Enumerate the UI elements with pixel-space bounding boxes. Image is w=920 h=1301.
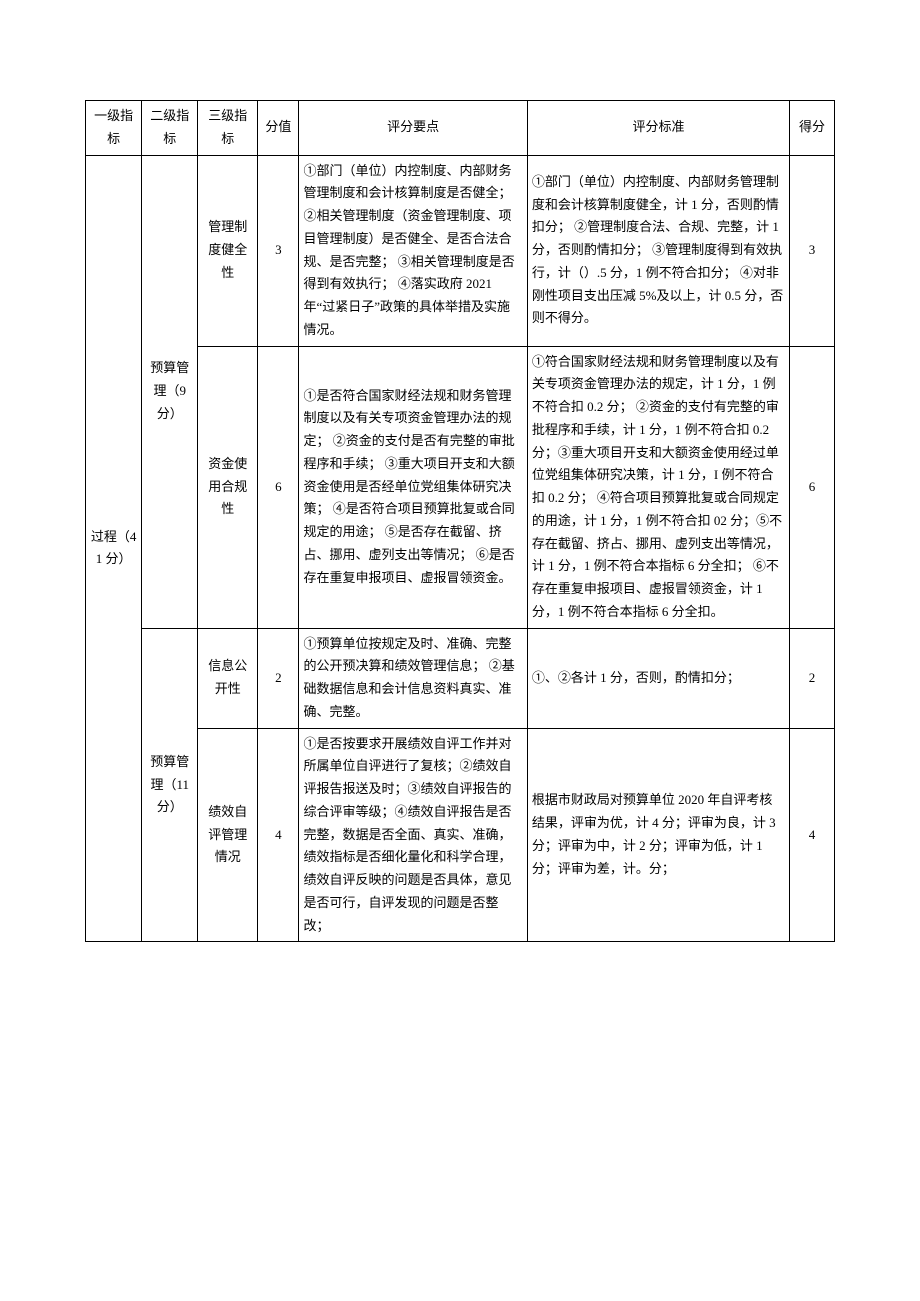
- table-row: 资金使用合规性 6 ①是否符合国家财经法规和财务管理制度以及有关专项资金管理办法…: [86, 346, 835, 628]
- table-header-row: 一级指标 二级指标 三级指标 分值 评分要点 评分标准 得分: [86, 101, 835, 156]
- level2a-cell: 预算管理（9分）: [142, 155, 198, 628]
- standard-cell: 根据市财政局对预算单位 2020 年自评考核结果，评审为优，计 4 分；评审为良…: [527, 728, 789, 942]
- criteria-cell: ①部门（单位）内控制度、内部财务管理制度和会计核算制度是否健全； ②相关管理制度…: [299, 155, 527, 346]
- level3-cell: 资金使用合规性: [198, 346, 258, 628]
- table-row: 绩效自评管理情况 4 ①是否按要求开展绩效自评工作并对所属单位自评进行了复核；②…: [86, 728, 835, 942]
- standard-cell: ①符合国家财经法规和财务管理制度以及有关专项资金管理办法的规定，计 1 分，1 …: [527, 346, 789, 628]
- score-value-cell: 3: [258, 155, 299, 346]
- level3-cell: 信息公开性: [198, 628, 258, 728]
- criteria-cell: ①是否按要求开展绩效自评工作并对所属单位自评进行了复核；②绩效自评报告报送及时；…: [299, 728, 527, 942]
- score-cell: 2: [790, 628, 835, 728]
- level2b-cell: 预算管理（11分）: [142, 628, 198, 942]
- score-cell: 6: [790, 346, 835, 628]
- score-value-cell: 6: [258, 346, 299, 628]
- level3-cell: 管理制度健全性: [198, 155, 258, 346]
- level3-cell: 绩效自评管理情况: [198, 728, 258, 942]
- evaluation-table: 一级指标 二级指标 三级指标 分值 评分要点 评分标准 得分 过程（41 分） …: [85, 100, 835, 942]
- criteria-cell: ①预算单位按规定及时、准确、完整的公开预决算和绩效管理信息； ②基础数据信息和会…: [299, 628, 527, 728]
- score-value-cell: 4: [258, 728, 299, 942]
- header-criteria: 评分要点: [299, 101, 527, 156]
- header-standard: 评分标准: [527, 101, 789, 156]
- header-level3: 三级指标: [198, 101, 258, 156]
- header-score: 得分: [790, 101, 835, 156]
- criteria-cell: ①是否符合国家财经法规和财务管理制度以及有关专项资金管理办法的规定； ②资金的支…: [299, 346, 527, 628]
- standard-cell: ①部门（单位）内控制度、内部财务管理制度和会计核算制度健全，计 1 分，否则酌情…: [527, 155, 789, 346]
- standard-cell: ①、②各计 1 分，否则，酌情扣分；: [527, 628, 789, 728]
- table-row: 过程（41 分） 预算管理（9分） 管理制度健全性 3 ①部门（单位）内控制度、…: [86, 155, 835, 346]
- table-row: 预算管理（11分） 信息公开性 2 ①预算单位按规定及时、准确、完整的公开预决算…: [86, 628, 835, 728]
- score-cell: 3: [790, 155, 835, 346]
- score-cell: 4: [790, 728, 835, 942]
- header-level1: 一级指标: [86, 101, 142, 156]
- level1-cell: 过程（41 分）: [86, 155, 142, 942]
- score-value-cell: 2: [258, 628, 299, 728]
- header-level2: 二级指标: [142, 101, 198, 156]
- header-score-value: 分值: [258, 101, 299, 156]
